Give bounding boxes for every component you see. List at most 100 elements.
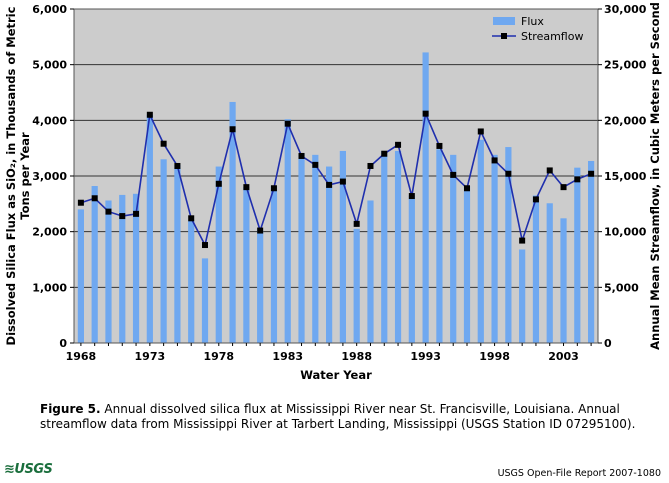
left-axis-title-line1: Dissolved Silica Flux as SiO₂, in Thousa… xyxy=(4,6,18,345)
flux-bar-1971 xyxy=(119,194,126,343)
legend-flux-swatch xyxy=(493,17,515,25)
flux-bar-1988 xyxy=(353,228,360,343)
right-tick-label: 25,000 xyxy=(604,59,647,72)
right-axis-ticks: 0 5,000 10,000 15,000 20,000 25,000 30,000 xyxy=(598,3,647,350)
chart: 0 1,000 2,000 3,000 4,000 5,000 6,000 0 5,000 10… xyxy=(4,2,662,382)
streamflow-point-2005 xyxy=(588,170,595,177)
streamflow-point-1995 xyxy=(450,171,457,178)
flux-bar-1968 xyxy=(77,209,84,343)
streamflow-point-1976 xyxy=(188,215,195,222)
flux-bar-1996 xyxy=(463,186,471,343)
right-tick-label: 10,000 xyxy=(604,226,647,239)
streamflow-point-1986 xyxy=(326,181,333,188)
flux-bars xyxy=(77,52,595,344)
flux-bar-2003 xyxy=(560,218,567,343)
flux-bar-1989 xyxy=(367,200,374,343)
flux-bar-2002 xyxy=(546,203,553,343)
flux-bar-1975 xyxy=(174,164,181,343)
flux-bar-1981 xyxy=(257,230,264,343)
streamflow-point-1970 xyxy=(105,208,112,215)
flux-bar-1976 xyxy=(188,220,195,343)
streamflow-point-1992 xyxy=(408,193,415,200)
streamflow-point-1993 xyxy=(422,110,429,117)
streamflow-point-1971 xyxy=(119,213,126,220)
left-tick-label: 3,000 xyxy=(32,170,67,183)
right-tick-label: 30,000 xyxy=(604,3,647,16)
streamflow-point-1979 xyxy=(229,126,236,133)
flux-bar-1969 xyxy=(91,186,98,343)
right-tick-label: 5,000 xyxy=(604,281,639,294)
streamflow-point-1990 xyxy=(381,150,388,157)
flux-bar-1998 xyxy=(491,154,498,343)
flux-bar-2000 xyxy=(519,249,526,343)
flux-bar-2005 xyxy=(588,160,595,343)
streamflow-point-1988 xyxy=(353,220,360,227)
streamflow-point-1991 xyxy=(395,141,402,148)
flux-bar-1997 xyxy=(477,139,484,343)
flux-bar-1979 xyxy=(229,101,236,343)
streamflow-point-1987 xyxy=(339,178,346,185)
flux-bar-1986 xyxy=(326,166,333,343)
flux-bar-1974 xyxy=(160,159,167,343)
usgs-logo: ≋USGS xyxy=(4,462,53,477)
x-tick-label: 1993 xyxy=(410,350,441,363)
flux-bar-1991 xyxy=(394,150,402,343)
x-tick-label: 1968 xyxy=(66,350,97,363)
legend-flux-label: Flux xyxy=(521,15,544,28)
streamflow-point-1977 xyxy=(202,242,208,249)
x-tick-label: 2003 xyxy=(548,350,579,363)
left-tick-label: 4,000 xyxy=(32,114,67,127)
streamflow-point-1999 xyxy=(505,170,512,177)
right-tick-label: 0 xyxy=(604,337,612,350)
flux-bar-1994 xyxy=(436,149,443,343)
x-tick-label: 1978 xyxy=(203,350,234,363)
flux-bar-2001 xyxy=(532,195,540,343)
streamflow-line xyxy=(77,110,595,249)
flux-bar-1985 xyxy=(312,154,319,343)
streamflow-point-1980 xyxy=(243,184,250,191)
flux-bar-1972 xyxy=(132,193,140,343)
right-tick-label: 15,000 xyxy=(604,170,647,183)
streamflow-point-1989 xyxy=(367,162,374,169)
streamflow-point-1981 xyxy=(257,227,264,234)
streamflow-point-1985 xyxy=(312,161,319,168)
streamflow-point-1984 xyxy=(298,152,305,159)
streamflow-point-1968 xyxy=(77,199,84,206)
flux-bar-1982 xyxy=(270,186,278,343)
streamflow-point-1994 xyxy=(436,142,443,149)
figure-label: Figure 5. xyxy=(40,402,101,416)
figure-caption-text: Annual dissolved silica flux at Mississi… xyxy=(40,402,636,431)
flux-bar-1977 xyxy=(201,258,209,343)
flux-bar-1970 xyxy=(105,200,112,343)
x-tick-label: 1998 xyxy=(479,350,510,363)
streamflow-point-2003 xyxy=(560,184,567,191)
streamflow-point-2002 xyxy=(546,167,553,174)
flux-bar-1984 xyxy=(298,153,305,343)
left-tick-label: 2,000 xyxy=(32,226,67,239)
streamflow-point-1978 xyxy=(215,180,222,187)
flux-bar-1990 xyxy=(381,150,388,343)
left-axis-ticks: 0 1,000 2,000 3,000 4,000 5,000 6,000 xyxy=(32,3,74,350)
streamflow-point-1969 xyxy=(91,195,98,202)
left-tick-label: 5,000 xyxy=(32,59,67,72)
right-tick-label: 20,000 xyxy=(604,114,647,127)
left-axis-title-line2: Tons per Year xyxy=(18,132,32,220)
flux-bar-1992 xyxy=(408,195,415,343)
streamflow-point-1973 xyxy=(146,111,153,118)
streamflow-point-1998 xyxy=(491,157,498,164)
usgs-logo-text: USGS xyxy=(14,462,53,477)
flux-bar-1983 xyxy=(284,119,291,343)
left-tick-label: 6,000 xyxy=(32,3,67,16)
flux-bar-1995 xyxy=(450,154,457,343)
figure-caption: Figure 5. Annual dissolved silica flux a… xyxy=(40,402,640,432)
legend-streamflow-label: Streamflow xyxy=(521,30,583,43)
x-axis-ticks: 1968 1973 1978 1983 1988 1993 1998 2003 xyxy=(66,343,592,363)
x-tick-label: 1988 xyxy=(341,350,372,363)
left-tick-label: 0 xyxy=(59,337,67,350)
right-axis-title: Annual Mean Streamflow, in Cubic Meters … xyxy=(648,2,662,350)
flux-bar-1978 xyxy=(215,166,222,343)
streamflow-point-1997 xyxy=(477,128,484,135)
streamflow-point-1983 xyxy=(284,120,291,127)
streamflow-point-2000 xyxy=(519,237,526,244)
report-number: USGS Open-File Report 2007-1080 xyxy=(497,468,661,479)
